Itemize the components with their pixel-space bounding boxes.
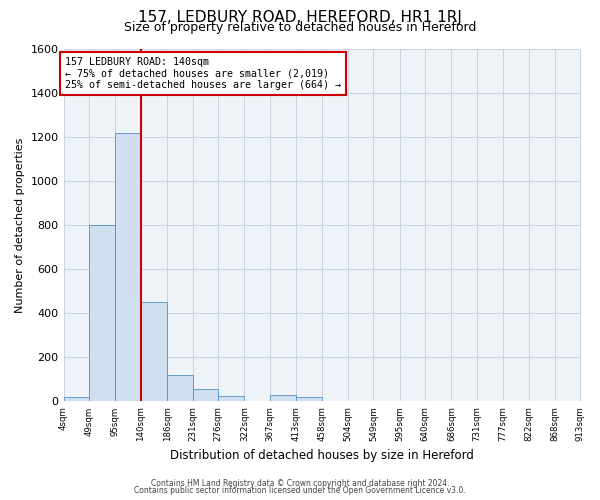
Text: Contains HM Land Registry data © Crown copyright and database right 2024.: Contains HM Land Registry data © Crown c… <box>151 478 449 488</box>
Y-axis label: Number of detached properties: Number of detached properties <box>15 138 25 313</box>
Bar <box>218 396 244 402</box>
Bar <box>64 397 89 402</box>
Bar <box>115 132 141 402</box>
Bar <box>296 397 322 402</box>
Text: 157, LEDBURY ROAD, HEREFORD, HR1 1RJ: 157, LEDBURY ROAD, HEREFORD, HR1 1RJ <box>138 10 462 25</box>
X-axis label: Distribution of detached houses by size in Hereford: Distribution of detached houses by size … <box>170 450 474 462</box>
Bar <box>167 375 193 402</box>
Bar <box>141 302 167 402</box>
Bar <box>193 390 218 402</box>
Text: 157 LEDBURY ROAD: 140sqm
← 75% of detached houses are smaller (2,019)
25% of sem: 157 LEDBURY ROAD: 140sqm ← 75% of detach… <box>65 56 341 90</box>
Text: Contains public sector information licensed under the Open Government Licence v3: Contains public sector information licen… <box>134 486 466 495</box>
Text: Size of property relative to detached houses in Hereford: Size of property relative to detached ho… <box>124 21 476 34</box>
Bar <box>270 395 296 402</box>
Bar <box>89 225 115 402</box>
